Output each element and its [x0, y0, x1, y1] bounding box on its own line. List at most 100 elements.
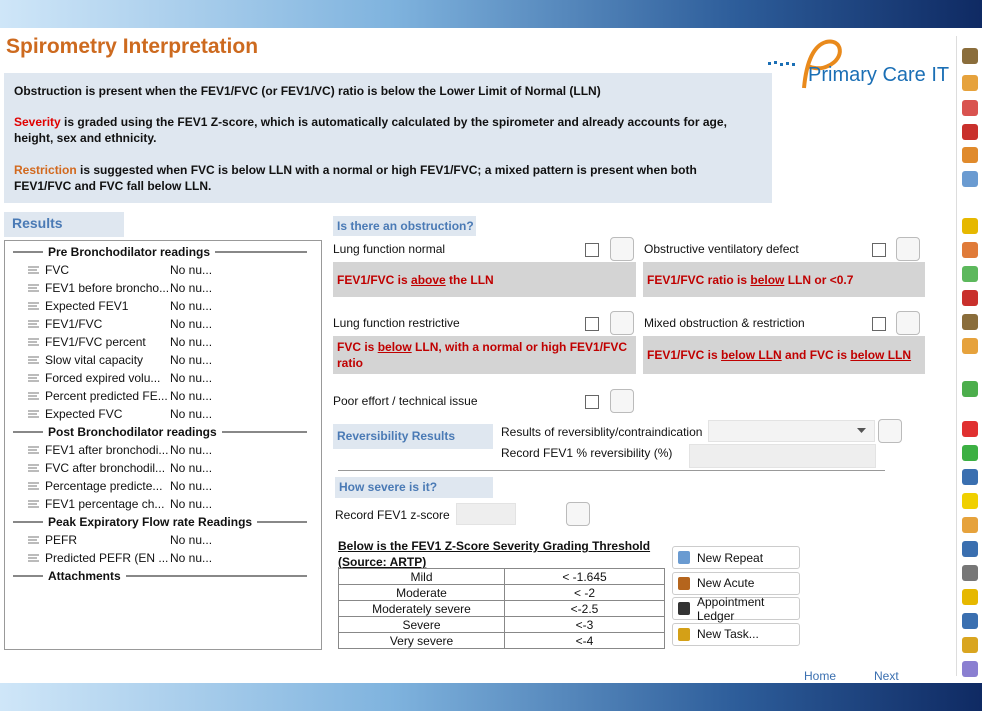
- number-icon: [28, 338, 39, 346]
- table-caption: Below is the FEV1 Z-Score Severity Gradi…: [338, 539, 651, 569]
- dropdown[interactable]: [708, 420, 875, 442]
- criteria-part: FEV1/FVC ratio is: [647, 272, 751, 287]
- result-name: FEV1/FVC percent: [45, 335, 146, 349]
- sidebar-icon[interactable]: [962, 75, 978, 91]
- checkbox[interactable]: [585, 243, 599, 257]
- result-row: Slow vital capacity No nu...: [5, 351, 321, 369]
- edit-button[interactable]: [610, 311, 634, 335]
- group-heading-text: Attachments: [48, 569, 121, 583]
- sidebar-icon[interactable]: [962, 541, 978, 557]
- table-cell: Moderate: [338, 584, 505, 601]
- criteria-part: below LLN: [850, 348, 912, 362]
- result-value: No nu...: [170, 479, 213, 493]
- sidebar-icon[interactable]: [962, 290, 978, 306]
- sidebar-icon[interactable]: [962, 517, 978, 533]
- checkbox[interactable]: [585, 395, 599, 409]
- sidebar-icon[interactable]: [962, 613, 978, 629]
- intro-text: is suggested when FVC is below LLN with …: [14, 163, 697, 193]
- field-label: Record FEV1 % reversibility (%): [501, 446, 673, 460]
- result-name: Forced expired volu...: [45, 371, 161, 385]
- edit-button[interactable]: [566, 502, 590, 526]
- sidebar-icon[interactable]: [962, 421, 978, 437]
- result-row: FVC No nu...: [5, 261, 321, 279]
- intro-text: is graded using the FEV1 Z-score, which …: [14, 115, 727, 145]
- sidebar-icon[interactable]: [962, 147, 978, 163]
- sidebar-icon[interactable]: [962, 242, 978, 258]
- result-value: No nu...: [170, 461, 213, 475]
- sidebar: [956, 36, 982, 677]
- result-name: Slow vital capacity: [45, 353, 144, 367]
- result-row: Percent predicted FE... No nu...: [5, 387, 321, 405]
- edit-button[interactable]: [878, 419, 902, 443]
- keyword: Restriction: [14, 163, 77, 177]
- sidebar-icon[interactable]: [962, 469, 978, 485]
- edit-button[interactable]: [896, 311, 920, 335]
- sidebar-icon[interactable]: [962, 493, 978, 509]
- sidebar-icon[interactable]: [962, 565, 978, 581]
- number-icon: [28, 356, 39, 364]
- sidebar-icon[interactable]: [962, 48, 978, 64]
- checkbox[interactable]: [872, 317, 886, 331]
- separator: [338, 470, 885, 471]
- edit-button[interactable]: [610, 389, 634, 413]
- action-icon: [678, 602, 690, 615]
- sidebar-icon[interactable]: [962, 445, 978, 461]
- result-name: FVC after bronchodil...: [45, 461, 166, 475]
- sidebar-icon[interactable]: [962, 314, 978, 330]
- number-icon: [28, 536, 39, 544]
- action-icon: [678, 576, 690, 590]
- action-button[interactable]: Appointment Ledger: [672, 595, 800, 623]
- criteria-part: below: [377, 340, 412, 354]
- result-name: Predicted PEFR (EN ...: [45, 551, 169, 565]
- checkbox[interactable]: [872, 243, 886, 257]
- sidebar-icon[interactable]: [962, 266, 978, 282]
- sidebar-icon[interactable]: [962, 124, 978, 140]
- keyword: Severity: [14, 115, 61, 129]
- action-button[interactable]: New Task...: [672, 622, 800, 646]
- table-row: Moderate < -2: [338, 584, 665, 601]
- number-icon: [28, 266, 39, 274]
- logo-mark: [768, 39, 842, 89]
- result-value: No nu...: [170, 335, 213, 349]
- result-name: FEV1 after bronchodi...: [45, 443, 169, 457]
- text-input[interactable]: [456, 503, 516, 525]
- result-row: PEFR No nu...: [5, 531, 321, 549]
- sidebar-icon[interactable]: [962, 171, 978, 187]
- bottom-bar: [0, 683, 982, 711]
- table-cell: <-3: [504, 616, 665, 633]
- number-icon: [28, 500, 39, 508]
- action-button[interactable]: New Repeat: [672, 546, 800, 569]
- group-heading: Pre Bronchodilator readings: [5, 243, 321, 261]
- result-value: No nu...: [170, 389, 213, 403]
- sidebar-icon[interactable]: [962, 100, 978, 116]
- criteria-box: FVC is below LLN, with a normal or high …: [333, 336, 636, 374]
- sidebar-icon[interactable]: [962, 661, 978, 677]
- table-cell: < -2: [504, 584, 665, 601]
- home-link[interactable]: Home: [804, 669, 837, 683]
- result-value: No nu...: [170, 533, 213, 547]
- text-input[interactable]: [689, 444, 876, 468]
- option-label: Lung function normal: [333, 242, 446, 256]
- sidebar-icon[interactable]: [962, 589, 978, 605]
- sidebar-icon[interactable]: [962, 381, 978, 397]
- option-label: Mixed obstruction & restriction: [644, 316, 805, 330]
- next-link[interactable]: Next: [874, 669, 899, 683]
- checkbox[interactable]: [585, 317, 599, 331]
- table-row: Severe <-3: [338, 616, 665, 633]
- number-icon: [28, 374, 39, 382]
- result-value: No nu...: [170, 353, 213, 367]
- edit-button[interactable]: [610, 237, 634, 261]
- result-row: Predicted PEFR (EN ... No nu...: [5, 549, 321, 567]
- sidebar-icon[interactable]: [962, 637, 978, 653]
- action-button[interactable]: New Acute: [672, 571, 800, 595]
- criteria-part: LLN or <0.7: [784, 272, 854, 287]
- sidebar-icon[interactable]: [962, 218, 978, 234]
- sidebar-icon[interactable]: [962, 338, 978, 354]
- intro-text: Severity is graded using the FEV1 Z-scor…: [14, 114, 754, 146]
- edit-button[interactable]: [896, 237, 920, 261]
- number-icon: [28, 446, 39, 454]
- table-row: Mild < -1.645: [338, 568, 665, 585]
- top-bar: [0, 0, 982, 28]
